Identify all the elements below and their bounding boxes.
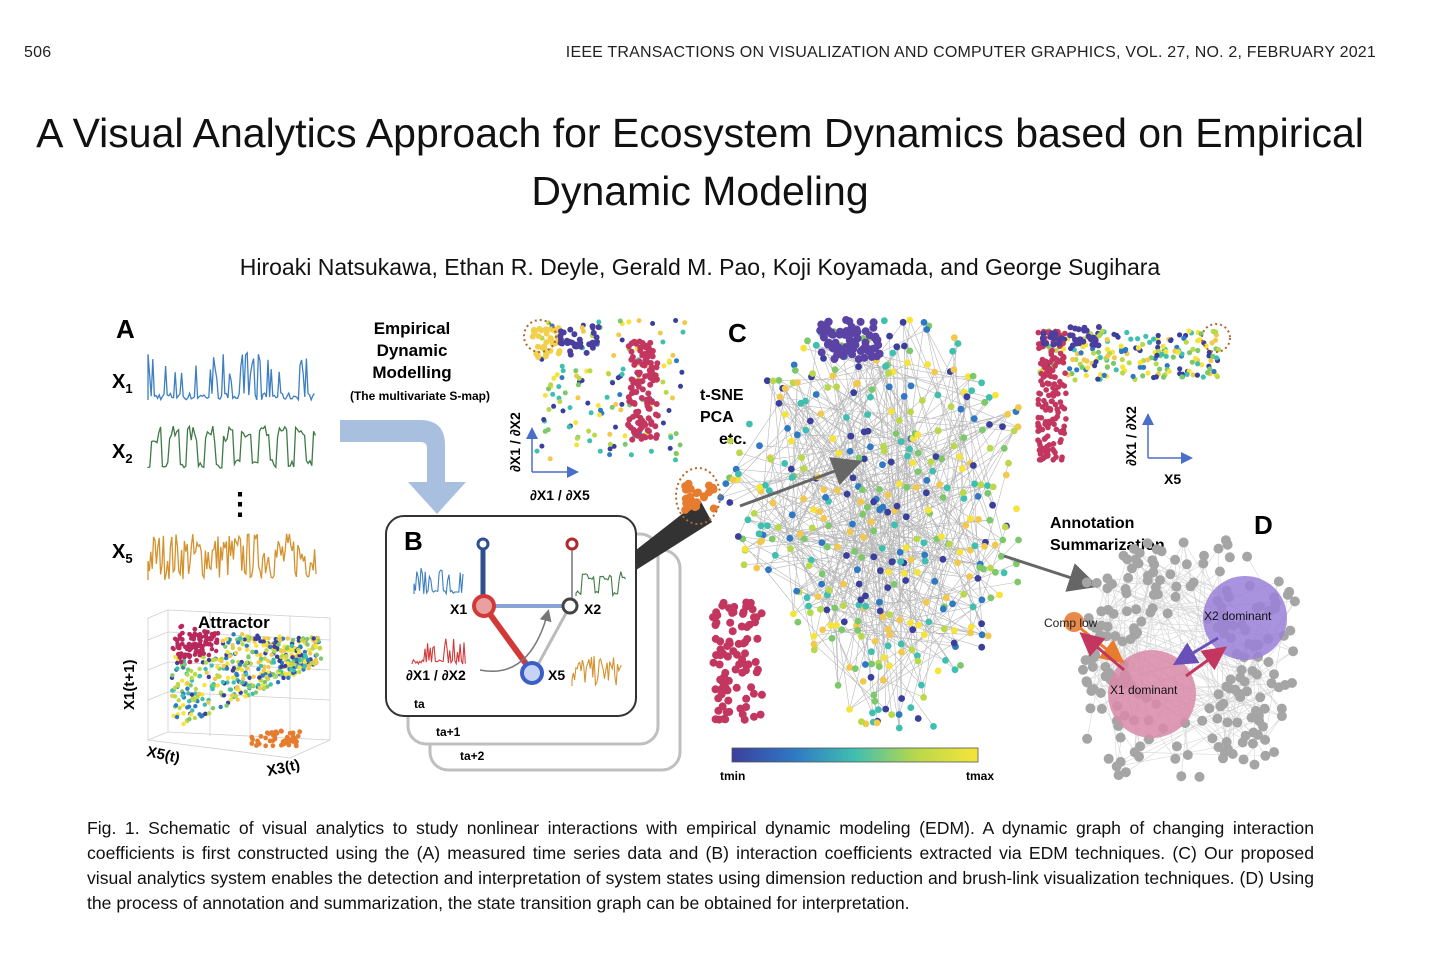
zoom-wedge (636, 500, 712, 570)
time-label-ta2: ta+2 (460, 749, 485, 763)
journal-header: IEEE TRANSACTIONS ON VISUALIZATION AND C… (565, 44, 1376, 61)
scatter-left-xlabel: ∂X1 / ∂X5 (530, 487, 590, 503)
series-label-x5: X5 (112, 541, 133, 566)
svg-text:PCA: PCA (700, 409, 734, 426)
figure-caption: Fig. 1. Schematic of visual analytics to… (87, 818, 1314, 913)
scatter-right: X5 ∂X1 / ∂X2 (1035, 323, 1231, 487)
series-label-x1: X1 (112, 371, 133, 396)
series-label-x2: X2 (112, 441, 133, 466)
timeseries-x5 (147, 533, 317, 581)
svg-text:(The multivariate S-map): (The multivariate S-map) (350, 389, 490, 403)
time-label-ta1: ta+1 (436, 725, 461, 739)
time-label-ta: ta (414, 697, 425, 711)
node-x5: X5 (548, 667, 565, 683)
colorbar-min: tmin (720, 769, 745, 783)
node-x1: X1 (450, 601, 467, 617)
colorbar-max: tmax (966, 769, 994, 783)
node-x2: X2 (584, 601, 601, 617)
timeseries-x1 (147, 351, 315, 402)
annotation-label: Annotation (1050, 515, 1134, 532)
label-x2-dominant: X2 dominant (1204, 609, 1272, 623)
panel-label-c: C (728, 318, 747, 348)
svg-text:t-SNE: t-SNE (700, 387, 744, 404)
figure-1: A X1 X2 ⋮ X5 Attractor X1(t+1) X5(t) X3(… (112, 314, 1300, 783)
attractor-ylabel: X1(t+1) (121, 660, 138, 710)
attractor-title: Attractor (198, 613, 270, 632)
edm-label: Empirical Dynamic Modelling (The multiva… (350, 319, 490, 403)
page-number: 506 (24, 44, 52, 61)
vertical-ellipsis: ⋮ (225, 488, 255, 521)
partial-x1-x2: ∂X1 / ∂X2 (406, 667, 466, 683)
svg-text:Dynamic: Dynamic (377, 341, 448, 360)
edm-arrow (340, 420, 466, 514)
attractor-xlabel-left: X5(t) (145, 743, 181, 767)
scatter-right-xlabel: X5 (1164, 471, 1181, 487)
label-comp-low: Comp low (1044, 616, 1098, 630)
panel-b: B ta+2 ta+1 ta X1 X2 X5 ∂X1 / ∂X2 (385, 515, 682, 772)
state-graph (675, 316, 1022, 732)
panel-label-d: D (1254, 510, 1273, 540)
paper-title: A Visual Analytics Approach for Ecosyste… (36, 110, 1364, 214)
paper-authors: Hiroaki Natsukawa, Ethan R. Deyle, Geral… (239, 254, 1161, 280)
panel-label-a: A (116, 314, 135, 344)
panel-d: Annotation Summarization D Comp low X1 d… (1003, 510, 1300, 782)
panel-label-b: B (404, 526, 423, 556)
scatter-left: ∂X1 / ∂X5 ∂X1 / ∂X2 (507, 318, 688, 503)
attractor-xlabel-right: X3(t) (265, 756, 301, 780)
timeseries-x2 (147, 424, 316, 470)
svg-text:Modelling: Modelling (372, 363, 451, 382)
colorbar: tmin tmax (720, 747, 994, 783)
scatter-right-ylabel: ∂X1 / ∂X2 (1123, 406, 1139, 466)
label-x1-dominant: X1 dominant (1110, 683, 1178, 697)
dim-reduction-label: t-SNE PCA etc. (700, 387, 747, 448)
scatter-left-ylabel: ∂X1 / ∂X2 (507, 412, 523, 472)
attractor-plot: Attractor X1(t+1) X5(t) X3(t) (121, 609, 331, 780)
svg-text:Empirical: Empirical (374, 319, 451, 338)
